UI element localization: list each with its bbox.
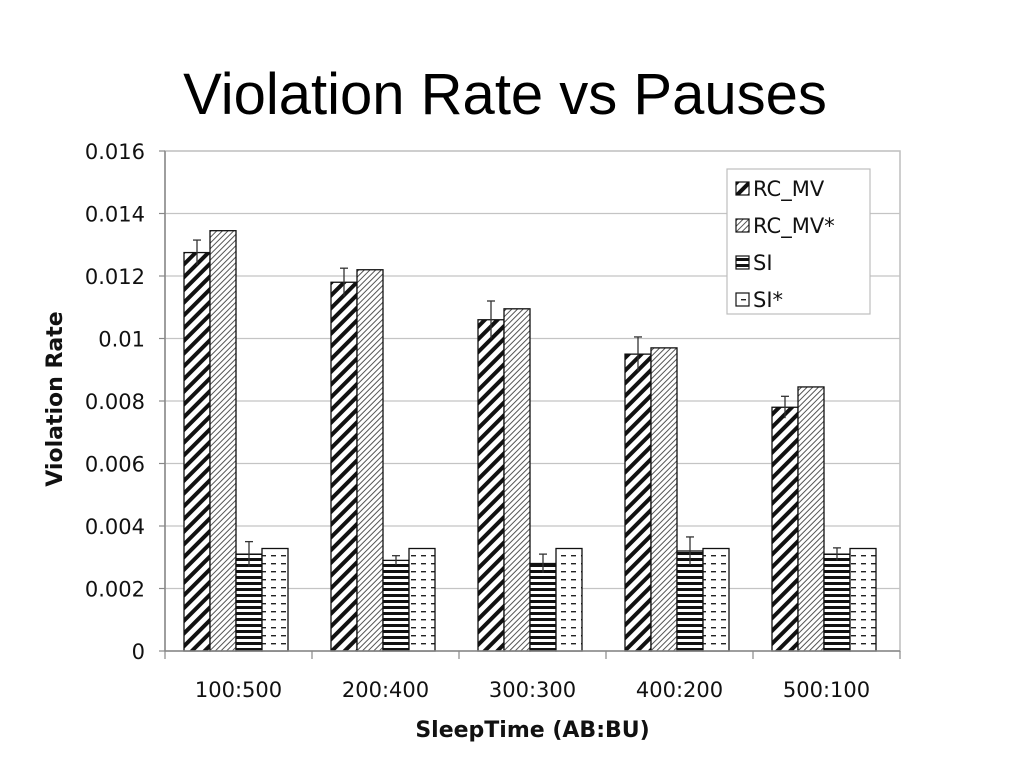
bar-rc-mv--400-200: [650, 347, 678, 652]
y-tick-label: 0.006: [85, 453, 145, 477]
y-tick-label: 0: [132, 640, 145, 664]
legend-swatch-rc-mv-: [735, 218, 750, 233]
legend-label: SI: [753, 251, 773, 275]
y-axis-title: Violation Rate: [43, 311, 68, 486]
x-axis-title: SleepTime (AB:BU): [415, 718, 649, 743]
x-tick-label: 100:500: [195, 678, 282, 702]
y-tick-label: 0.016: [85, 140, 145, 164]
legend-swatch-si-: [735, 292, 750, 307]
bar-rc-mv-100-500: [183, 251, 211, 652]
bar-si-300-300: [529, 562, 557, 652]
legend-label: RC_MV: [753, 177, 825, 202]
bar-si-500-100: [823, 553, 851, 652]
legend-swatch-rc-mv: [735, 181, 750, 196]
y-tick-label: 0.01: [98, 328, 145, 352]
bar-si-100-500: [235, 553, 263, 652]
bar-rc-mv--300-300: [503, 308, 531, 652]
bar-si-400-200: [676, 550, 704, 652]
bar-si-200-400: [382, 559, 410, 652]
bar-rc-mv-500-100: [771, 406, 799, 652]
x-tick-label: 300:300: [489, 678, 576, 702]
bar-si--300-300: [555, 547, 583, 652]
slide-title: Violation Rate vs Pauses: [183, 62, 827, 127]
x-tick-label: 200:400: [342, 678, 429, 702]
bar-rc-mv--100-500: [209, 230, 237, 652]
y-tick-label: 0.004: [85, 515, 145, 539]
bar-rc-mv--200-400: [356, 269, 384, 652]
bar-si--400-200: [702, 547, 730, 652]
legend: [726, 168, 871, 315]
legend-label: SI*: [753, 288, 783, 312]
bar-si--100-500: [261, 547, 289, 652]
bar-si--500-100: [849, 547, 877, 652]
legend-label: RC_MV*: [753, 214, 835, 239]
bar-rc-mv-400-200: [624, 353, 652, 652]
bar-si--200-400: [408, 547, 436, 652]
y-tick-label: 0.008: [85, 390, 145, 414]
legend-swatch-si: [735, 255, 750, 270]
x-tick-label: 400:200: [636, 678, 723, 702]
y-tick-label: 0.002: [85, 578, 145, 602]
bar-rc-mv-200-400: [330, 281, 358, 652]
y-tick-label: 0.014: [85, 203, 145, 227]
x-tick-label: 500:100: [783, 678, 870, 702]
bar-rc-mv--500-100: [797, 386, 825, 652]
bar-rc-mv-300-300: [477, 319, 505, 652]
y-tick-label: 0.012: [85, 265, 145, 289]
